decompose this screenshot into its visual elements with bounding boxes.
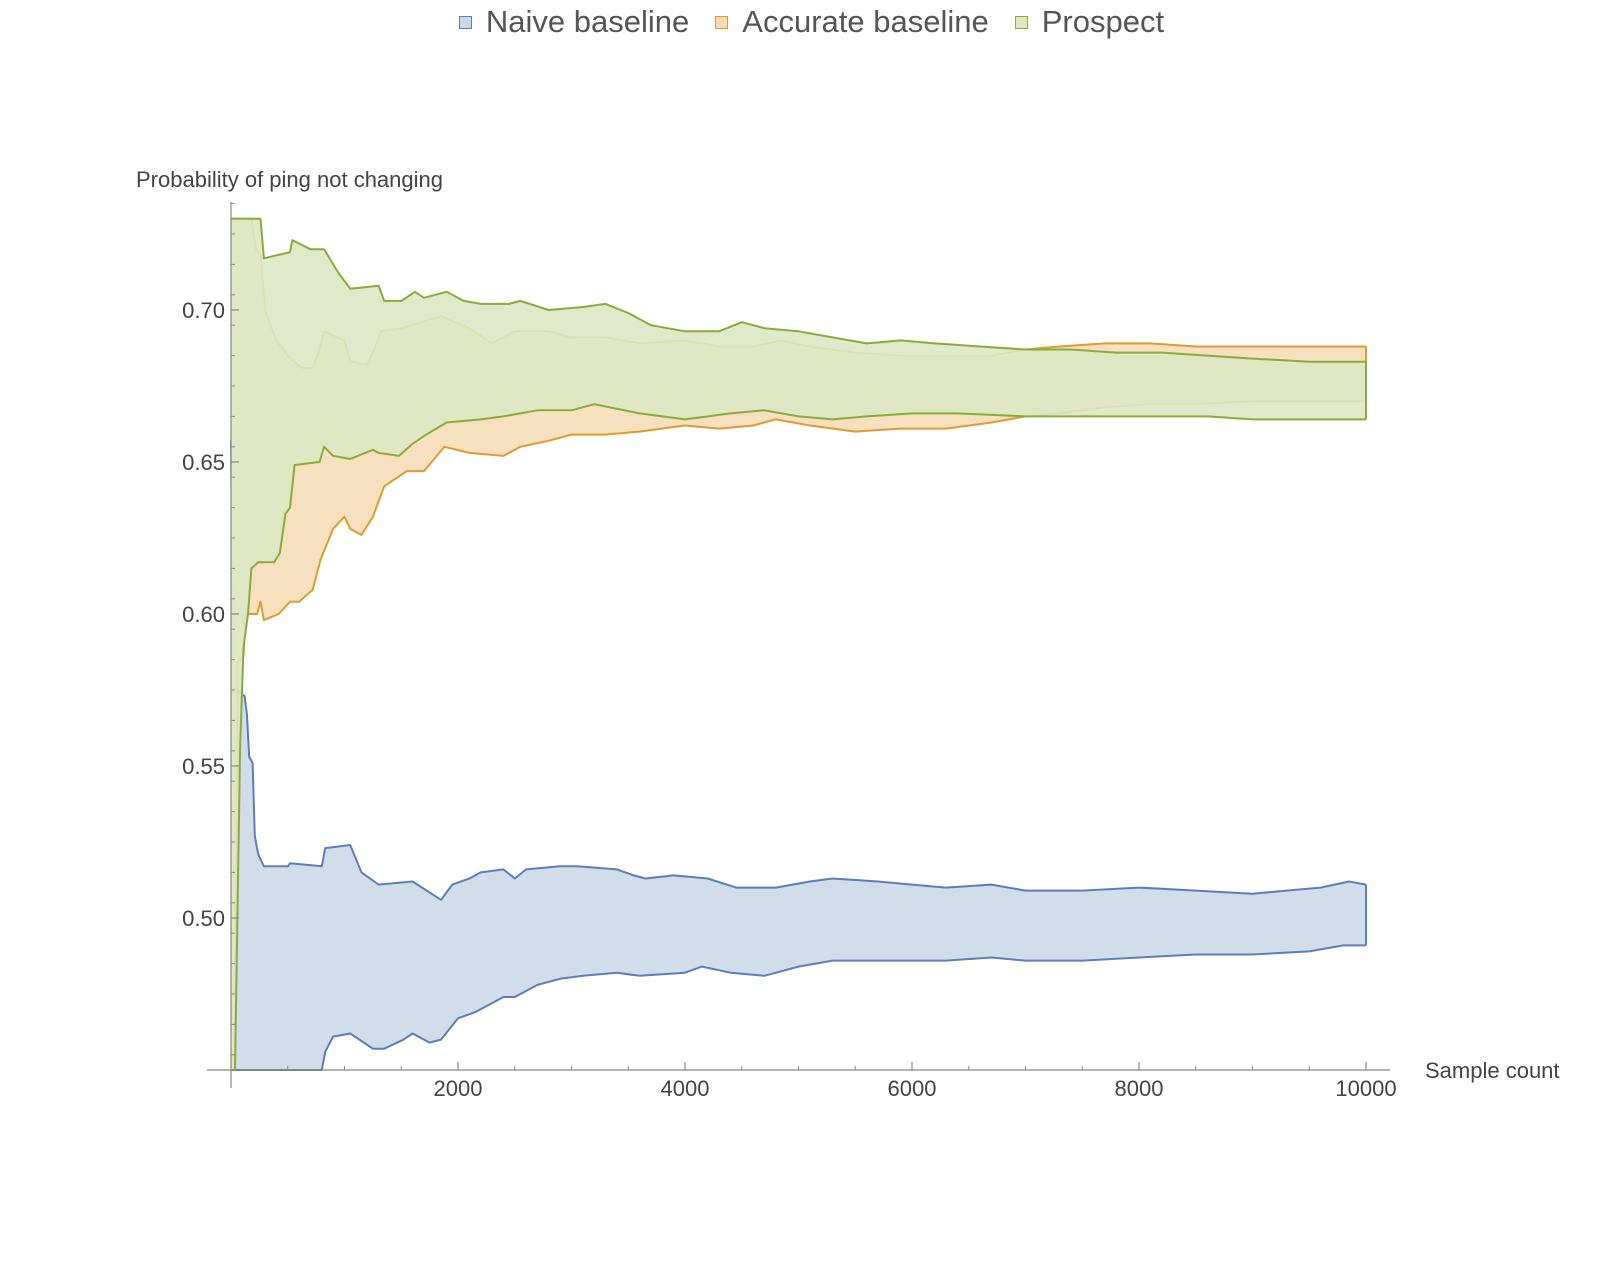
band-fill-naive-baseline	[231, 440, 1366, 1070]
y-tick-label: 0.65	[182, 450, 225, 475]
legend-swatch-accurate-baseline	[715, 15, 729, 29]
band-lower-line-accurate-baseline	[231, 400, 1366, 1071]
y-tick-label: 0.60	[182, 602, 225, 627]
chart-legend: Naive baseline Accurate baseline Prospec…	[0, 4, 1623, 40]
band-fill-prospect	[231, 218, 1366, 1071]
chart-axes: 2000 4000 6000 8000 10000 0.50 0.55 0.60 0.65 0.7…	[182, 202, 1397, 1101]
legend-label-naive-baseline: Naive baseline	[485, 4, 690, 39]
y-axis-title: Probability of ping not changing	[136, 167, 443, 192]
legend-item-accurate-baseline: Accurate baseline	[715, 4, 989, 40]
x-tick-label: 2000	[434, 1076, 483, 1101]
band-fill-accurate-baseline	[231, 218, 1366, 1071]
y-tick-label: 0.55	[182, 754, 225, 779]
legend-swatch-naive-baseline	[458, 15, 472, 29]
y-tick-label: 0.50	[182, 906, 225, 931]
x-axis-title: Sample count	[1425, 1058, 1560, 1083]
chart-bands	[230, 217, 1367, 1071]
x-tick-label: 4000	[661, 1076, 710, 1101]
band-upper-line-naive-baseline	[230, 440, 1367, 901]
x-tick-label: 8000	[1115, 1076, 1164, 1101]
band-lower-line-naive-baseline	[231, 944, 1366, 1071]
x-tick-label: 6000	[888, 1076, 937, 1101]
y-tick-label: 0.70	[182, 298, 225, 323]
x-tick-label: 10000	[1335, 1076, 1396, 1101]
legend-swatch-prospect	[1014, 15, 1028, 29]
band-lower-line-prospect	[231, 403, 1366, 1071]
legend-item-prospect: Prospect	[1014, 4, 1165, 40]
legend-label-prospect: Prospect	[1041, 4, 1165, 39]
band-upper-line-prospect	[231, 217, 1366, 363]
legend-item-naive-baseline: Naive baseline	[458, 4, 690, 40]
legend-label-accurate-baseline: Accurate baseline	[742, 4, 989, 39]
